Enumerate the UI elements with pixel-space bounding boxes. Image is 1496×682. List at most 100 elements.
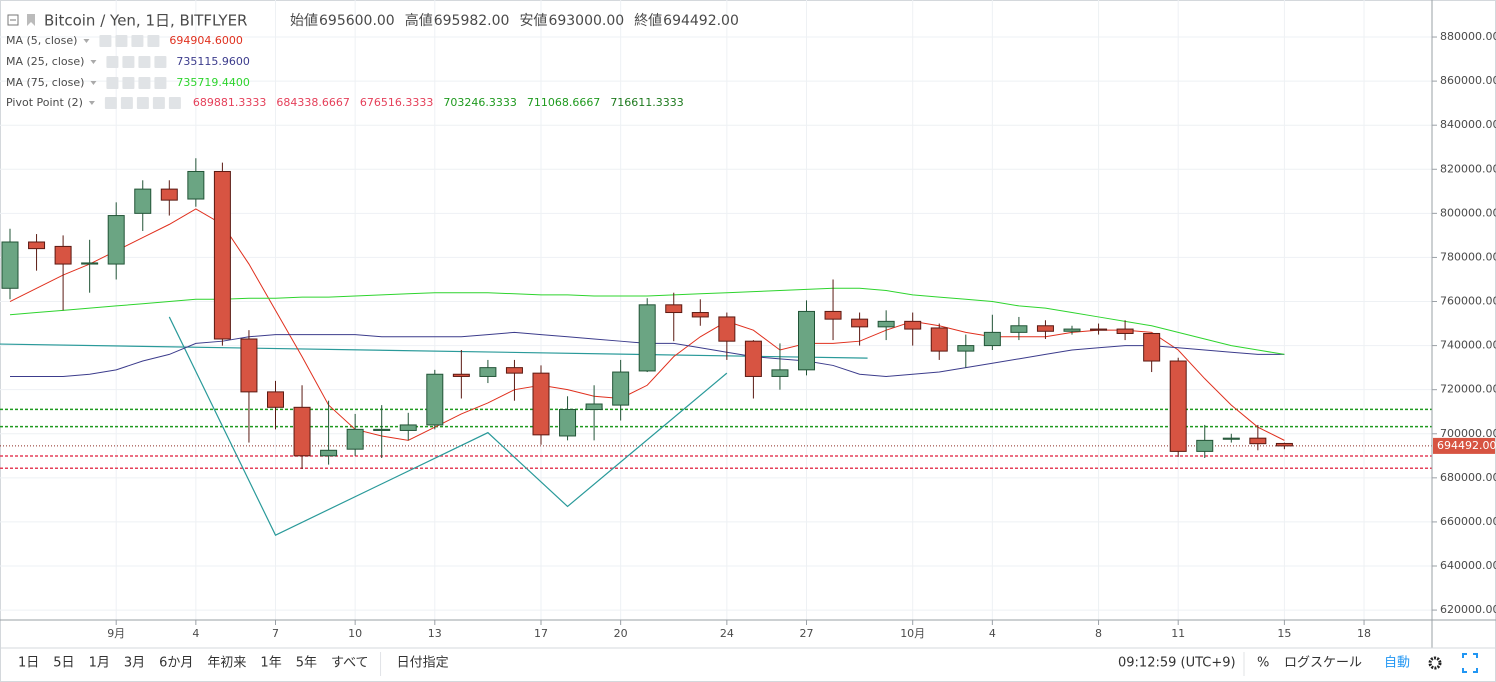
indicator-icon[interactable]: [152, 97, 165, 109]
candle-body: [930, 327, 948, 352]
ohlc-value: 694492.00: [663, 13, 739, 29]
indicator-icon[interactable]: [122, 77, 135, 89]
pivot-value: 676516.3333: [360, 96, 433, 109]
x-tick-label: 24: [720, 627, 734, 640]
indicator-value: 735115.9600: [176, 55, 249, 68]
indicator-name: MA (25, close): [6, 55, 84, 68]
range-button[interactable]: 5年: [296, 656, 317, 671]
candle-body: [798, 310, 815, 371]
indicator-name: Pivot Point (2): [6, 96, 83, 109]
dropdown-arrow: [90, 81, 97, 85]
candle-body: [187, 170, 205, 200]
symbol-title: Bitcoin / Yen, 1日, BITFLYER: [44, 12, 247, 30]
candle-body: [1196, 439, 1214, 452]
ohlc-label: 高値: [405, 12, 433, 29]
y-tick-label: 620000.00: [1440, 603, 1496, 616]
indicator-icon[interactable]: [147, 35, 160, 47]
indicator-icon[interactable]: [115, 35, 128, 47]
pivot-value: 689881.3333: [193, 96, 266, 109]
indicator-icon[interactable]: [122, 56, 135, 68]
y-tick-label: 660000.00: [1440, 515, 1496, 528]
collapse-icon[interactable]: [7, 14, 19, 26]
indicator-icon[interactable]: [99, 35, 112, 47]
fullscreen-button[interactable]: [1462, 653, 1478, 673]
percent-button[interactable]: %: [1257, 656, 1269, 671]
candle-body: [1010, 325, 1028, 333]
indicator-icon[interactable]: [120, 97, 133, 109]
range-button[interactable]: 1年: [260, 656, 281, 671]
pivot-value: 716611.3333: [610, 96, 683, 109]
candle-body: [824, 310, 842, 320]
x-tick-label: 9月: [107, 627, 125, 640]
candle-body: [532, 372, 550, 436]
x-tick-label: 17: [534, 627, 548, 640]
candle-body: [877, 320, 895, 328]
candle-body: [1090, 328, 1108, 331]
flag-icon: [27, 14, 35, 26]
candle-body: [1, 241, 19, 289]
x-tick-label: 13: [428, 627, 442, 640]
y-tick-label: 780000.00: [1440, 250, 1496, 263]
x-tick-label: 7: [272, 627, 279, 640]
range-button[interactable]: 5日: [53, 656, 74, 671]
candle-body: [505, 367, 523, 374]
pivot-value: 703246.3333: [443, 96, 516, 109]
pivot-value: 684338.6667: [276, 96, 349, 109]
candle-body: [54, 245, 72, 265]
indicator-name: MA (5, close): [6, 34, 77, 47]
indicator-icon[interactable]: [168, 97, 181, 109]
candle-body: [426, 373, 444, 426]
range-button[interactable]: 6か月: [159, 656, 193, 671]
ohlc-label: 始値: [290, 13, 318, 29]
indicator-icon[interactable]: [106, 77, 119, 89]
candle-body: [771, 369, 789, 377]
dropdown-arrow: [88, 101, 95, 105]
indicator-icon[interactable]: [136, 97, 149, 109]
indicator-icon[interactable]: [104, 97, 117, 109]
ohlc-value: 693000.00: [548, 13, 624, 29]
legend: Bitcoin / Yen, 1日, BITFLYER 始値 695600.00 高…: [6, 12, 739, 109]
indicator-icon[interactable]: [138, 56, 151, 68]
ohlc-value: 695982.00: [434, 13, 510, 29]
indicator-icon[interactable]: [154, 56, 167, 68]
indicator-icon[interactable]: [131, 35, 144, 47]
candle-body: [267, 391, 284, 408]
ohlc-value: 695600.00: [319, 13, 395, 29]
range-button[interactable]: 1日: [18, 656, 39, 671]
range-button[interactable]: すべて: [331, 656, 369, 671]
plot: [0, 158, 1432, 536]
candle-body: [1169, 360, 1187, 452]
candle-body: [28, 241, 46, 250]
indicator-icon[interactable]: [154, 77, 167, 89]
y-tick-label: 720000.00: [1440, 383, 1496, 396]
candle-body: [240, 338, 258, 393]
auto-button[interactable]: 自動: [1384, 656, 1410, 671]
candle-body: [452, 373, 470, 377]
y-tick-label: 800000.00: [1440, 206, 1496, 219]
last-price-label: 694492.00: [1437, 439, 1496, 452]
x-tick-label: 4: [989, 627, 996, 640]
x-tick-label: 8: [1095, 627, 1102, 640]
date-button[interactable]: 日付指定: [397, 656, 449, 671]
indicator-icon[interactable]: [138, 77, 151, 89]
axes: 620000.00 640000.00 660000.00 680000.00 7000…: [107, 30, 1496, 640]
indicator-name: MA (75, close): [6, 76, 84, 89]
x-tick-label: 10: [348, 627, 362, 640]
candle-body: [691, 312, 709, 318]
ohlc-label: 終値: [634, 13, 662, 29]
range-button[interactable]: 年初来: [207, 656, 246, 671]
indicator-icon[interactable]: [106, 56, 119, 68]
candle-body: [851, 318, 869, 328]
candle-body: [134, 188, 152, 214]
settings-button[interactable]: [1428, 656, 1442, 670]
range-button[interactable]: 3月: [124, 656, 145, 671]
candle-body: [665, 304, 683, 314]
log-button[interactable]: ログスケール: [1284, 656, 1362, 671]
indicator-value: 735719.4400: [176, 76, 249, 89]
y-tick-label: 700000.00: [1440, 427, 1496, 440]
candle-body: [107, 215, 125, 265]
range-button[interactable]: 1月: [89, 656, 110, 671]
grid: [0, 0, 1432, 620]
